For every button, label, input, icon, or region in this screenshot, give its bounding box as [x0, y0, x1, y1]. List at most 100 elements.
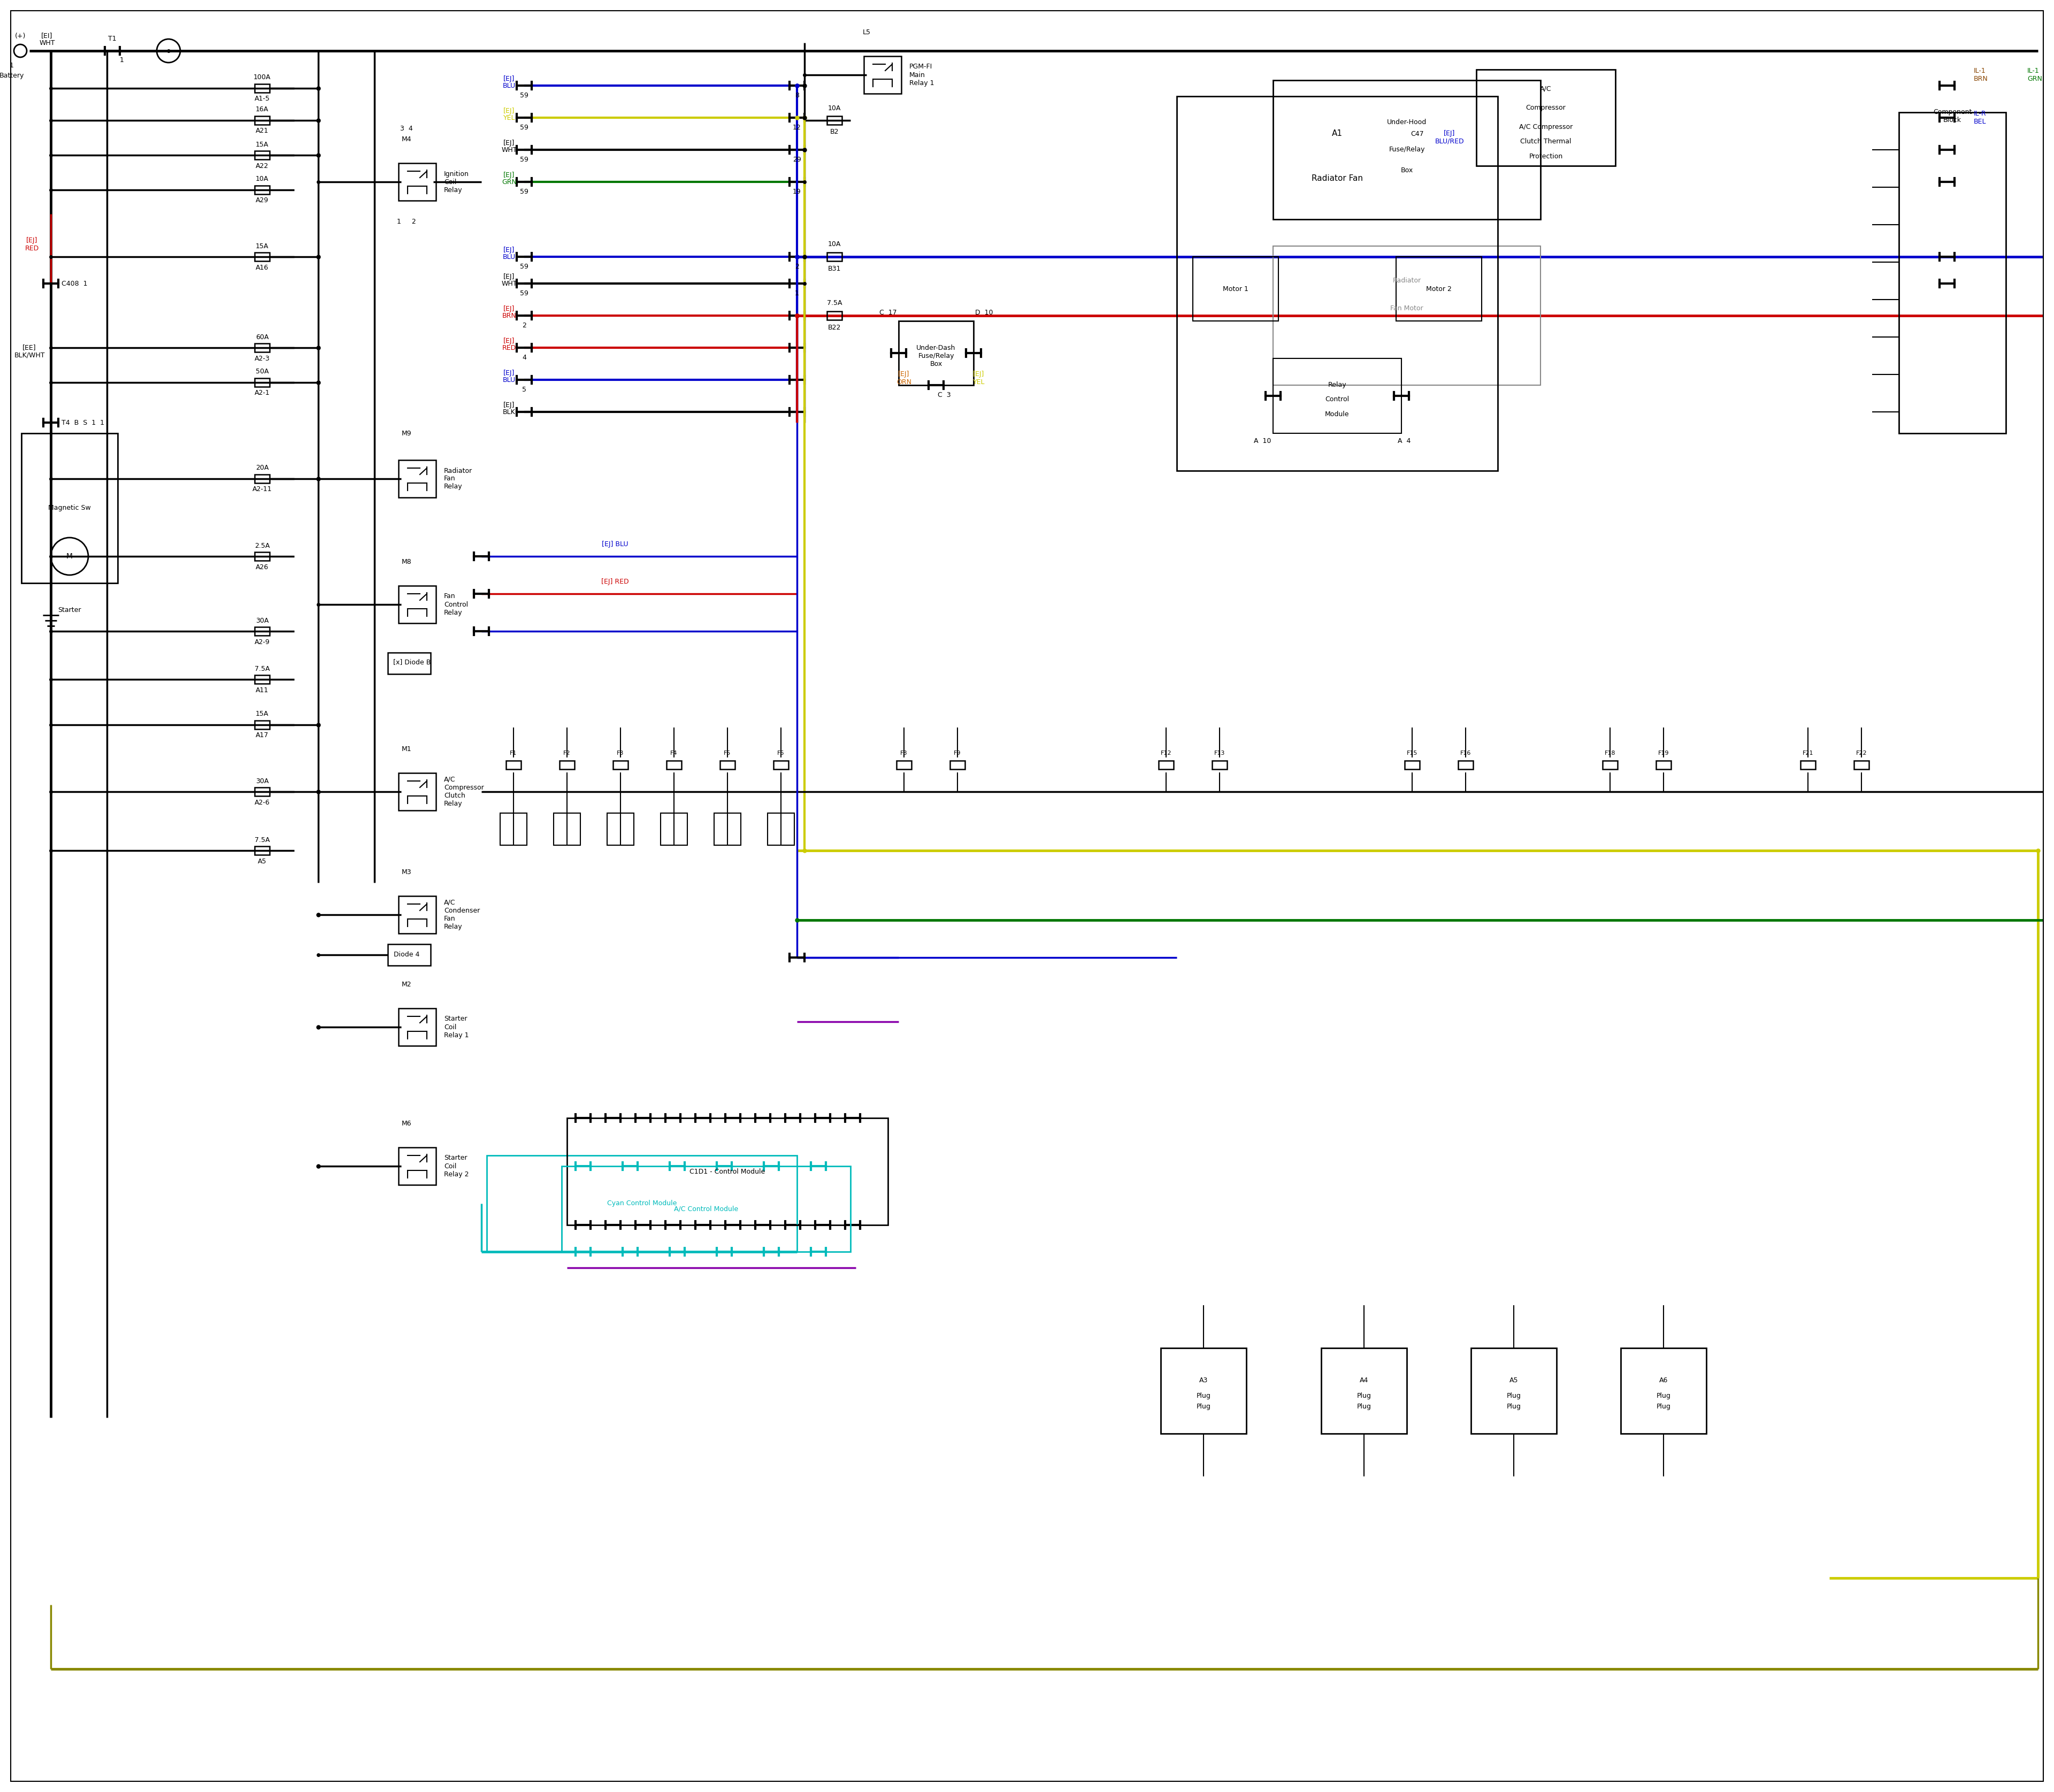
Bar [1602, 760, 1619, 769]
Text: [x] Diode B: [x] Diode B [392, 659, 431, 665]
Text: 10A: 10A [828, 104, 840, 111]
Bar [255, 676, 269, 683]
Text: 4: 4 [522, 353, 526, 360]
Text: Block: Block [1943, 116, 1962, 124]
Text: A26: A26 [255, 563, 269, 570]
Text: IL-R
BEL: IL-R BEL [1974, 109, 1986, 125]
Bar [398, 1147, 435, 1185]
Text: Compressor: Compressor [1526, 104, 1565, 111]
Text: [EJ]: [EJ] [503, 369, 516, 376]
Text: A4: A4 [1360, 1376, 1368, 1383]
Text: BLU: BLU [503, 82, 516, 90]
Text: Plug: Plug [1506, 1403, 1520, 1410]
Text: 1: 1 [10, 63, 14, 70]
Text: [EI]: [EI] [41, 32, 53, 39]
Text: 100A: 100A [253, 73, 271, 81]
Text: B2: B2 [830, 129, 838, 136]
Bar [255, 378, 269, 387]
Text: A/C
Condenser
Fan
Relay: A/C Condenser Fan Relay [444, 900, 481, 930]
Text: Radiator: Radiator [1393, 278, 1421, 285]
Text: 29: 29 [793, 156, 801, 163]
Bar [1855, 760, 1869, 769]
Text: M9: M9 [401, 430, 411, 437]
Bar [255, 151, 269, 159]
Text: 1: 1 [795, 290, 799, 297]
Text: F19: F19 [1658, 751, 1670, 756]
Text: F12: F12 [1161, 751, 1171, 756]
Bar [1471, 1348, 1557, 1434]
Text: 10A: 10A [828, 240, 840, 247]
Text: A1: A1 [1331, 129, 1343, 138]
Text: RED: RED [501, 344, 516, 351]
Bar [255, 253, 269, 262]
Text: [EJ]: [EJ] [503, 247, 516, 254]
Bar [768, 814, 795, 846]
Text: 1: 1 [119, 57, 123, 65]
Text: BLK/WHT: BLK/WHT [14, 351, 45, 358]
Bar [398, 772, 435, 810]
Bar [1656, 760, 1672, 769]
Bar [1801, 760, 1816, 769]
Text: 10A: 10A [255, 176, 269, 183]
Text: 15A: 15A [255, 242, 269, 249]
Text: WHT: WHT [501, 147, 518, 154]
Text: F9: F9 [953, 751, 961, 756]
Text: Plug: Plug [1195, 1392, 1210, 1400]
Bar [255, 116, 269, 125]
Text: Control: Control [1325, 396, 1349, 403]
Bar [255, 720, 269, 729]
Bar [567, 1118, 887, 1226]
Text: Diode 4: Diode 4 [394, 952, 419, 959]
Text: [EJ]: [EJ] [503, 339, 516, 344]
Text: [EJ]: [EJ] [503, 108, 516, 115]
Bar [949, 760, 965, 769]
Text: Plug: Plug [1358, 1392, 1372, 1400]
Bar [1273, 358, 1401, 434]
Bar [398, 163, 435, 201]
Bar [900, 321, 974, 385]
Text: M3: M3 [401, 869, 411, 876]
Bar [721, 760, 735, 769]
Text: A21: A21 [255, 127, 269, 134]
Text: Ignition
Coil
Relay: Ignition Coil Relay [444, 170, 468, 194]
Text: 59: 59 [520, 263, 528, 271]
Text: F13: F13 [1214, 751, 1224, 756]
Text: 60A: 60A [255, 333, 269, 340]
Text: Clutch Thermal: Clutch Thermal [1520, 138, 1571, 145]
Text: A2-9: A2-9 [255, 638, 269, 645]
Bar [774, 760, 789, 769]
Text: BLU: BLU [503, 253, 516, 260]
Text: L5: L5 [863, 29, 871, 36]
Text: GRN: GRN [501, 179, 518, 185]
Text: [EJ]: [EJ] [503, 401, 516, 409]
Bar [388, 944, 431, 966]
Text: Module: Module [1325, 410, 1349, 418]
Text: [EJ] BLU: [EJ] BLU [602, 541, 629, 548]
Text: Battery: Battery [0, 72, 25, 79]
Bar [828, 116, 842, 125]
Bar [608, 814, 635, 846]
Text: F8: F8 [900, 751, 908, 756]
Text: Motor 1: Motor 1 [1222, 285, 1249, 292]
Text: [EJ]: [EJ] [503, 306, 516, 312]
Bar [499, 814, 528, 846]
Text: A  10: A 10 [1253, 437, 1271, 444]
Text: Plug: Plug [1656, 1392, 1670, 1400]
Bar [255, 344, 269, 351]
Bar [1477, 70, 1614, 167]
Text: A17: A17 [255, 733, 269, 738]
Text: Fan Motor: Fan Motor [1391, 305, 1423, 312]
Bar [559, 760, 575, 769]
Bar [555, 814, 581, 846]
Bar [1158, 760, 1173, 769]
Text: YEL: YEL [503, 115, 516, 122]
Text: BLK: BLK [503, 409, 516, 416]
Bar [398, 586, 435, 624]
Text: A2-11: A2-11 [253, 486, 271, 493]
Text: 15A: 15A [255, 142, 269, 149]
Bar [21, 434, 117, 582]
Text: 12: 12 [793, 124, 801, 131]
Bar [255, 186, 269, 194]
Bar [255, 475, 269, 484]
Text: D  10: D 10 [976, 310, 994, 317]
